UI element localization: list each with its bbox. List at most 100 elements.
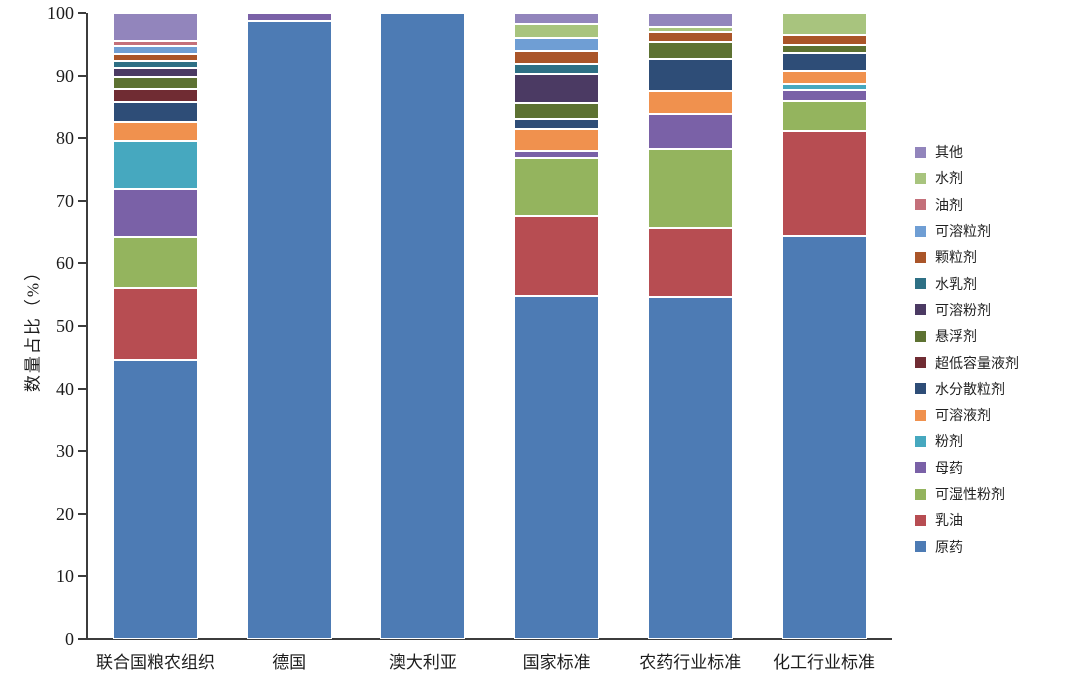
y-tick-label: 10 [56, 566, 74, 587]
bar-segment [514, 295, 600, 639]
bar-segment [113, 40, 198, 47]
legend-label: 可溶粒剂 [935, 225, 991, 241]
legend-label: 悬浮剂 [935, 330, 977, 346]
y-tick [78, 137, 86, 140]
legend-item: 母药 [915, 455, 1019, 481]
bar-segment [781, 71, 867, 84]
bar-segment [647, 114, 733, 149]
legend-item: 粉剂 [915, 428, 1019, 454]
bar-segment [514, 128, 600, 151]
bar-column [781, 13, 867, 639]
legend-item: 水分散粒剂 [915, 376, 1019, 402]
legend-item: 其他 [915, 139, 1019, 165]
legend-label: 乳油 [935, 514, 963, 530]
bar-segment [647, 148, 733, 228]
legend-item: 可溶粒剂 [915, 218, 1019, 244]
bar-segment [113, 121, 198, 142]
bar-column [113, 13, 198, 639]
bar-segment [514, 215, 600, 296]
bar-segment [647, 27, 733, 32]
x-category-label: 德国 [272, 653, 307, 672]
legend-item: 油剂 [915, 192, 1019, 218]
bar-segment [514, 73, 600, 104]
bar-segment [781, 101, 867, 132]
legend-item: 原药 [915, 533, 1019, 559]
bar-segment [113, 236, 198, 288]
bar-segment [514, 37, 600, 51]
x-category-label: 联合国粮农组织 [96, 653, 215, 672]
legend-item: 颗粒剂 [915, 244, 1019, 270]
bar-segment [647, 31, 733, 42]
bar-segment [113, 76, 198, 89]
bar-segment [647, 13, 733, 28]
bar-segment [781, 90, 867, 102]
bar-segment [113, 53, 198, 61]
bar-segment [514, 158, 600, 216]
y-tick [78, 450, 86, 453]
legend-swatch [915, 435, 926, 447]
bar-segment [113, 88, 198, 102]
bar-segment [113, 46, 198, 54]
y-tick-label: 90 [56, 65, 74, 86]
y-tick [78, 262, 86, 265]
bar-segment [514, 150, 600, 159]
bar-segment [113, 68, 198, 77]
legend: 其他 水剂油剂可溶粒剂颗粒剂水乳剂可溶粉剂悬浮剂超低容量液剂水分散粒剂可溶液剂粉剂… [915, 139, 1019, 560]
x-category-label: 国家标准 [522, 653, 591, 672]
legend-item: 水剂 [915, 165, 1019, 191]
legend-swatch [915, 304, 926, 316]
bar-segment [647, 297, 733, 639]
bar-column [246, 13, 332, 639]
y-tick [78, 387, 86, 390]
legend-swatch [915, 541, 926, 553]
bar-segment [781, 53, 867, 72]
bar-segment [380, 13, 466, 639]
bar-segment [113, 287, 198, 361]
bar-segment [113, 60, 198, 69]
y-tick [78, 199, 86, 202]
y-tick-label: 60 [56, 253, 74, 274]
legend-item: 超低容量液剂 [915, 349, 1019, 375]
legend-label: 水分散粒剂 [935, 382, 1005, 398]
bar-segment [647, 41, 733, 60]
legend-swatch [915, 409, 926, 421]
bar-segment [246, 20, 332, 639]
bar-segment [514, 64, 600, 74]
legend-swatch [915, 383, 926, 395]
legend-item: 乳油 [915, 507, 1019, 533]
legend-label: 原药 [935, 540, 963, 556]
bar-segment [647, 227, 733, 298]
bar-segment [781, 131, 867, 236]
legend-label: 可溶粉剂 [935, 303, 991, 319]
bar-column [647, 13, 733, 639]
legend-swatch [915, 172, 926, 184]
legend-label: 水乳剂 [935, 277, 977, 293]
legend-swatch [915, 146, 926, 158]
bar-segment [781, 83, 867, 91]
y-tick-label: 0 [65, 629, 74, 649]
x-axis-line [86, 638, 892, 640]
legend-swatch [915, 225, 926, 237]
bar-segment [781, 13, 867, 35]
bar-segment [514, 24, 600, 38]
bar-segment [781, 235, 867, 639]
y-tick-label: 20 [56, 503, 74, 524]
legend-swatch [915, 488, 926, 500]
legend-swatch [915, 251, 926, 263]
legend-label: 颗粒剂 [935, 251, 977, 267]
legend-label: 可溶液剂 [935, 409, 991, 425]
bar-segment [113, 101, 198, 122]
y-tick [78, 12, 86, 14]
y-tick-label: 50 [56, 316, 74, 336]
legend-label: 油剂 [935, 198, 963, 214]
y-tick [78, 74, 86, 77]
bar-segment [113, 360, 198, 639]
legend-item: 水乳剂 [915, 270, 1019, 296]
y-tick-label: 100 [47, 3, 74, 23]
bar-segment [113, 141, 198, 189]
legend-swatch [915, 278, 926, 290]
y-tick [78, 325, 86, 327]
x-category-label: 农药行业标准 [639, 653, 742, 672]
legend-item: 悬浮剂 [915, 323, 1019, 349]
bar-segment [514, 119, 600, 129]
